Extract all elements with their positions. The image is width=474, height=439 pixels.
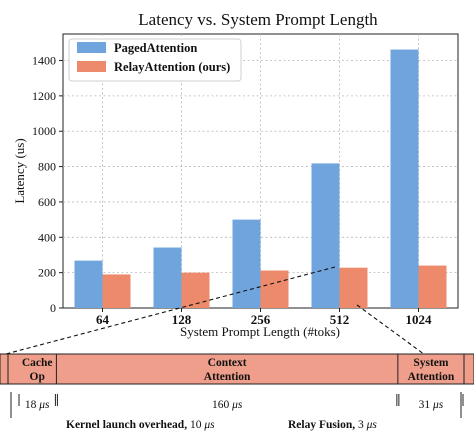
segment-label-line2: Op — [30, 371, 45, 383]
bar-relayattention-256 — [260, 270, 289, 308]
segment-label-line1: Context — [208, 357, 247, 369]
y-tick-label: 200 — [38, 266, 56, 280]
x-tick-label: 512 — [330, 312, 350, 327]
relay-fusion-note: Relay Fusion, 3 μs — [288, 419, 377, 431]
x-tick-labels: 64 128 256 512 1024 — [96, 308, 432, 327]
y-tick-label: 800 — [38, 160, 56, 174]
y-axis-label: Latency (us) — [12, 138, 27, 203]
bar-pagedattention-64 — [74, 260, 103, 308]
segment-label-line1: System — [413, 357, 449, 369]
segment-label-line1: Cache — [22, 357, 53, 369]
y-tick-labels: 0 200 400 600 800 1000 1200 1400 — [32, 54, 63, 315]
legend-swatch-relayattention — [77, 61, 106, 72]
breakdown-right-pad — [463, 353, 474, 385]
breakdown-bar — [7, 353, 465, 385]
segment-time-label: 18 μs — [25, 399, 50, 411]
legend-label-relayattention: RelayAttention (ours) — [114, 60, 230, 74]
legend-box — [68, 38, 242, 82]
zoom-line-left — [1, 266, 336, 356]
legend-swatch-pagedattention — [77, 42, 106, 53]
bar-pagedattention-512 — [311, 163, 340, 308]
segment-label-line2: Attention — [204, 371, 251, 383]
bar-pagedattention-128 — [153, 247, 182, 308]
bar-relayattention-512 — [339, 267, 368, 308]
latency-breakdown: Cache Op 18 μs Context Attention 160 μs System… — [0, 353, 474, 431]
segment-label-line2: Attention — [408, 371, 455, 383]
bars — [74, 49, 447, 309]
y-tick-label: 0 — [50, 301, 56, 315]
legend: PagedAttention RelayAttention (ours) — [68, 38, 242, 82]
x-tick-label: 1024 — [406, 312, 433, 327]
chart-title: Latency vs. System Prompt Length — [138, 10, 378, 29]
legend-label-pagedattention: PagedAttention — [114, 41, 197, 55]
bar-relayattention-64 — [102, 274, 131, 308]
bar-relayattention-1024 — [418, 265, 447, 308]
y-tick-label: 600 — [38, 195, 56, 209]
y-tick-label: 1400 — [32, 54, 56, 68]
bar-relayattention-128 — [181, 272, 210, 308]
segment-time-label: 160 μs — [212, 399, 243, 411]
x-tick-label: 64 — [96, 312, 110, 327]
x-tick-label: 256 — [251, 312, 271, 327]
y-tick-label: 1200 — [32, 89, 56, 103]
y-tick-label: 400 — [38, 230, 56, 244]
bar-pagedattention-1024 — [390, 49, 419, 309]
breakdown-left-pad — [0, 353, 9, 385]
kernel-overhead-note: Kernel launch overhead, 10 μs — [66, 419, 215, 431]
x-axis-label: System Prompt Length (#toks) — [180, 324, 340, 339]
x-tick-label: 128 — [172, 312, 192, 327]
y-tick-label: 1000 — [32, 124, 56, 138]
bar-pagedattention-256 — [232, 219, 261, 308]
segment-time-label: 31 μs — [419, 399, 444, 411]
